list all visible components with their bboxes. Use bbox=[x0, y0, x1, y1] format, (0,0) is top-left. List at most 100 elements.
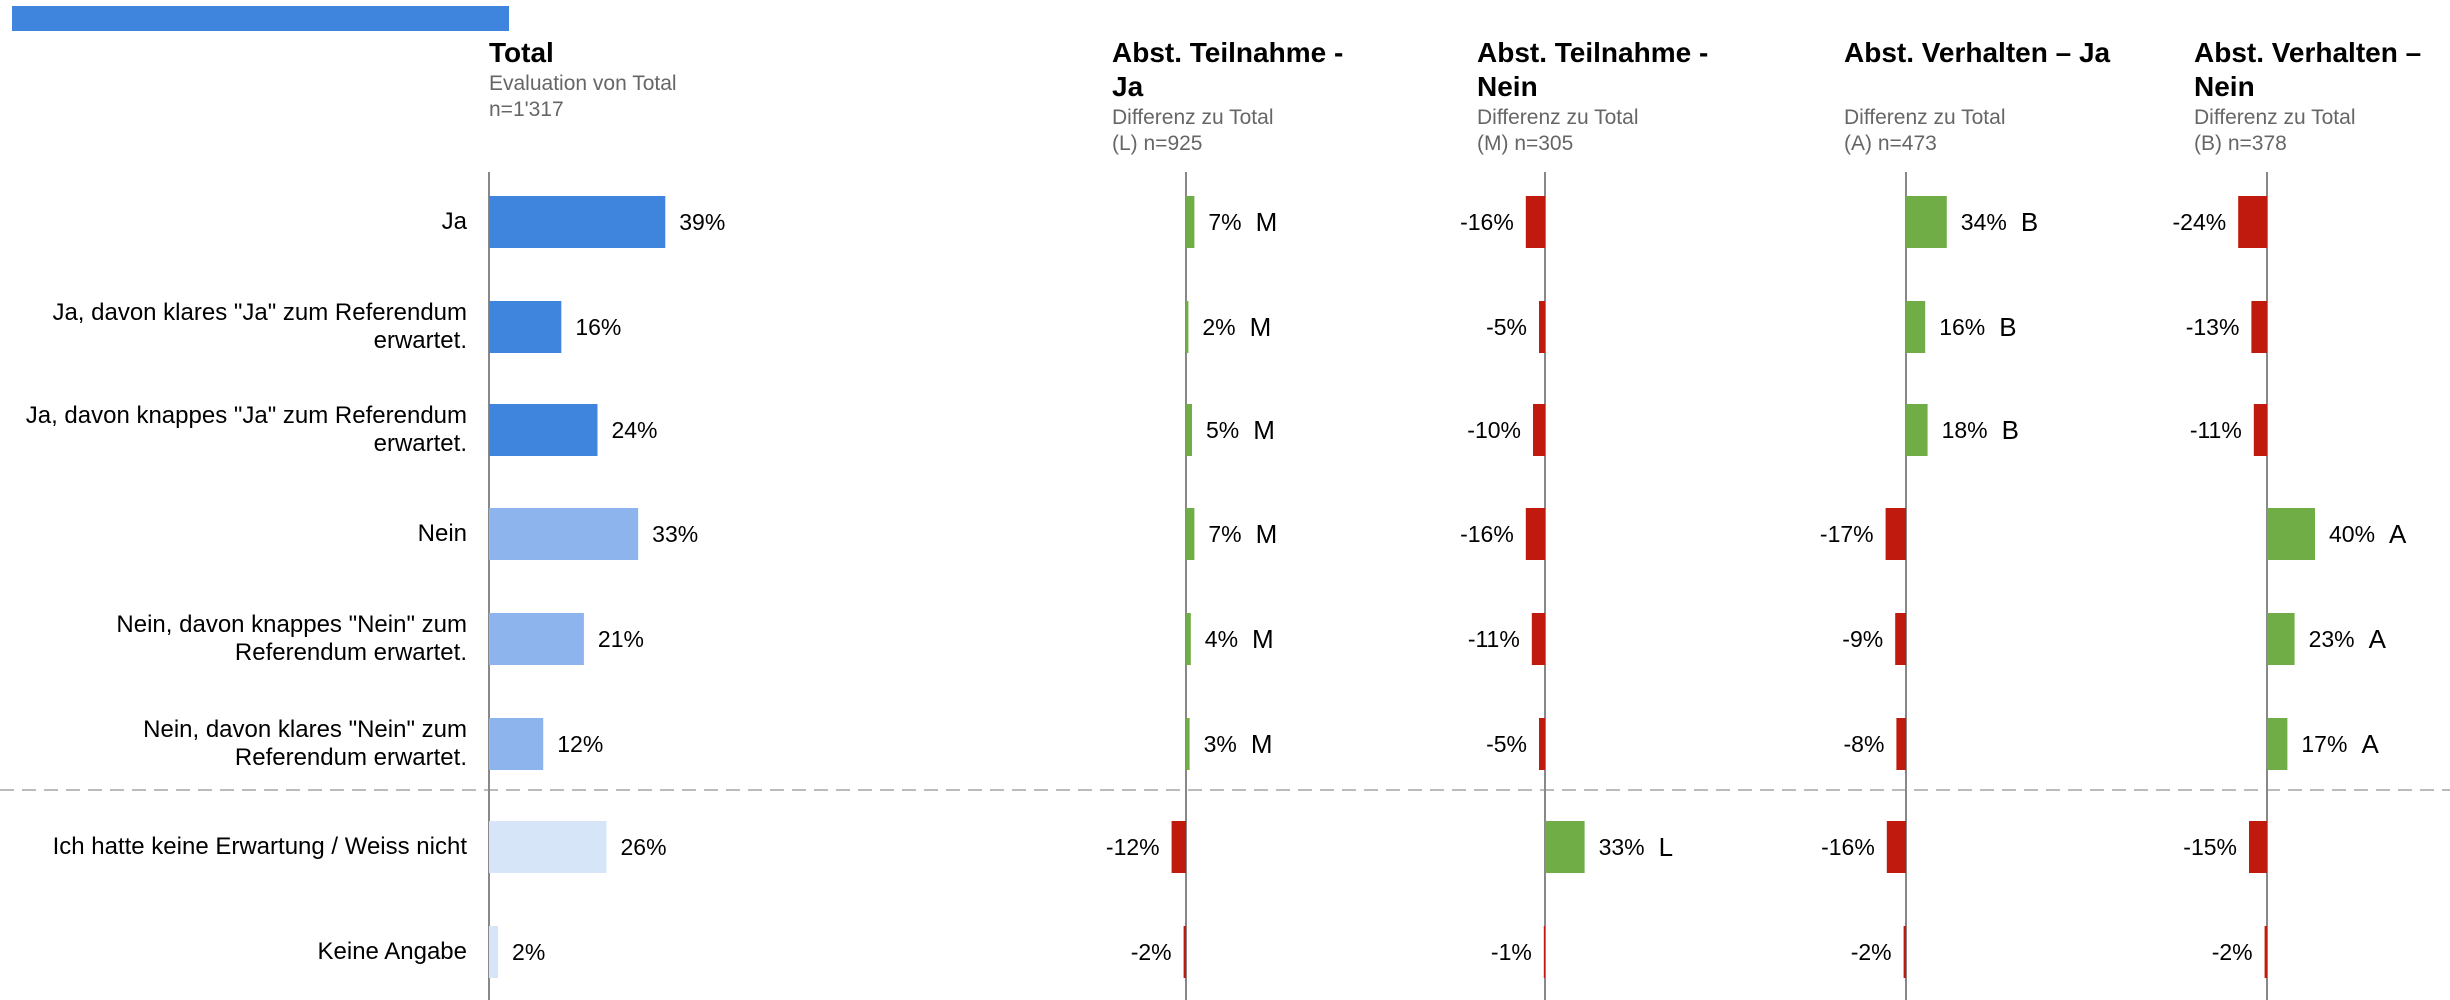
value-label: 40% bbox=[2329, 521, 2376, 547]
value-label: 16% bbox=[575, 314, 622, 340]
panel-title: Total bbox=[489, 37, 554, 68]
value-label: -5% bbox=[1486, 314, 1527, 340]
diff-bar bbox=[2238, 196, 2267, 248]
diff-bar bbox=[2267, 613, 2295, 665]
value-label: -2% bbox=[1130, 939, 1172, 965]
value-label: 39% bbox=[679, 209, 726, 235]
value-label: 17% bbox=[2301, 731, 2348, 757]
diff-bar bbox=[1186, 718, 1190, 770]
category-label: Nein, davon klares "Nein" zum Referendum… bbox=[143, 716, 467, 771]
value-label: -11% bbox=[2189, 417, 2242, 443]
panel-note: (L) n=925 bbox=[1112, 132, 1203, 155]
value-group: -8% bbox=[1844, 729, 1885, 759]
value-label: -16% bbox=[1460, 209, 1514, 235]
value-group: -11% bbox=[2190, 415, 2242, 445]
value-label: 33% bbox=[652, 521, 699, 547]
category-label: Ja, davon knappes "Ja" zum Referendum er… bbox=[25, 402, 467, 457]
bar bbox=[489, 718, 544, 770]
value-label: -2% bbox=[1850, 939, 1892, 965]
value-group: -2% bbox=[2212, 937, 2253, 967]
value-label: -10% bbox=[1467, 417, 1521, 443]
diff-bar bbox=[1186, 196, 1195, 248]
bar bbox=[489, 821, 607, 873]
value-group: -16% bbox=[1821, 832, 1875, 862]
value-label: 18% bbox=[1941, 417, 1988, 443]
value-label: 33% bbox=[1598, 834, 1645, 860]
panel-note: (A) n=473 bbox=[1844, 132, 1937, 155]
panel-note: n=1'317 bbox=[489, 98, 564, 121]
value-label: -5% bbox=[1486, 731, 1527, 757]
diff-bar bbox=[1906, 404, 1928, 456]
diff-bar bbox=[1186, 508, 1195, 560]
value-group: -13% bbox=[2186, 312, 2240, 342]
diff-bar bbox=[1545, 821, 1585, 873]
category-label: Nein, davon knappes "Nein" zum Referendu… bbox=[116, 611, 467, 666]
diff-bar bbox=[1531, 613, 1545, 665]
value-group: -16% bbox=[1460, 519, 1514, 549]
significance-letter: A bbox=[2368, 624, 2386, 654]
value-group: -12% bbox=[1106, 832, 1160, 862]
category-label: Nein bbox=[417, 520, 467, 547]
value-group: 23% A bbox=[2309, 624, 2386, 654]
significance-letter: L bbox=[1658, 832, 1674, 862]
value-group: -11% bbox=[1468, 624, 1520, 654]
bar bbox=[489, 301, 562, 353]
panel-title: Abst. Teilnahme - Nein bbox=[1477, 37, 1709, 102]
value-label: -24% bbox=[2172, 209, 2227, 235]
value-group: 3% M bbox=[1204, 729, 1273, 759]
diff-bar bbox=[2264, 926, 2267, 978]
diff-bar bbox=[1885, 508, 1906, 560]
value-group: -1% bbox=[1491, 937, 1532, 967]
diff-bar bbox=[1183, 926, 1186, 978]
value-label: 26% bbox=[620, 834, 667, 860]
value-label: 23% bbox=[2308, 626, 2355, 652]
panel-note: (M) n=305 bbox=[1477, 132, 1574, 155]
diff-bar bbox=[1896, 718, 1906, 770]
panel-subtitle: Differenz zu Total bbox=[1477, 106, 1639, 129]
significance-letter: M bbox=[1253, 415, 1275, 445]
diff-bar bbox=[1906, 196, 1947, 248]
bar bbox=[489, 926, 499, 978]
value-label: 34% bbox=[1960, 209, 2007, 235]
value-label: 5% bbox=[1206, 417, 1240, 443]
value-label: 12% bbox=[557, 731, 604, 757]
diff-bar bbox=[2267, 718, 2288, 770]
diff-bar bbox=[1533, 404, 1545, 456]
bar bbox=[489, 196, 666, 248]
value-label: -8% bbox=[1843, 731, 1885, 757]
diff-bar bbox=[1525, 508, 1545, 560]
bar bbox=[489, 613, 584, 665]
panel-subtitle: Differenz zu Total bbox=[2194, 106, 2356, 129]
value-group: 17% A bbox=[2301, 729, 2378, 759]
value-group: -9% bbox=[1842, 624, 1883, 654]
value-label: 21% bbox=[597, 626, 644, 652]
diff-bar bbox=[1543, 926, 1545, 978]
diff-bar bbox=[2253, 404, 2267, 456]
value-label: -17% bbox=[1819, 521, 1874, 547]
value-group: 5% M bbox=[1206, 415, 1275, 445]
diff-bar bbox=[1539, 301, 1545, 353]
value-label: 3% bbox=[1203, 731, 1237, 757]
diff-bar bbox=[1186, 404, 1192, 456]
significance-letter: B bbox=[1999, 312, 2017, 342]
panel-title: Abst. Teilnahme - Ja bbox=[1112, 37, 1344, 102]
value-label: -12% bbox=[1105, 834, 1160, 860]
value-group: -5% bbox=[1486, 729, 1527, 759]
category-label: Ja, davon klares "Ja" zum Referendum erw… bbox=[52, 299, 467, 354]
significance-letter: B bbox=[2001, 415, 2019, 445]
header-bar bbox=[12, 6, 509, 31]
diff-bar bbox=[2249, 821, 2267, 873]
panel-subtitle: Differenz zu Total bbox=[1844, 106, 2006, 129]
bar bbox=[489, 508, 639, 560]
value-group: 4% M bbox=[1205, 624, 1274, 654]
panel-subtitle: Differenz zu Total bbox=[1112, 106, 1274, 129]
panel-title: Abst. Verhalten – Ja bbox=[1844, 37, 2111, 68]
significance-letter: M bbox=[1252, 624, 1274, 654]
value-label: -2% bbox=[2211, 939, 2253, 965]
diff-bar bbox=[1186, 613, 1191, 665]
value-group: 7% M bbox=[1208, 519, 1277, 549]
significance-letter: B bbox=[2020, 207, 2039, 237]
value-group: 16% B bbox=[1939, 312, 2016, 342]
